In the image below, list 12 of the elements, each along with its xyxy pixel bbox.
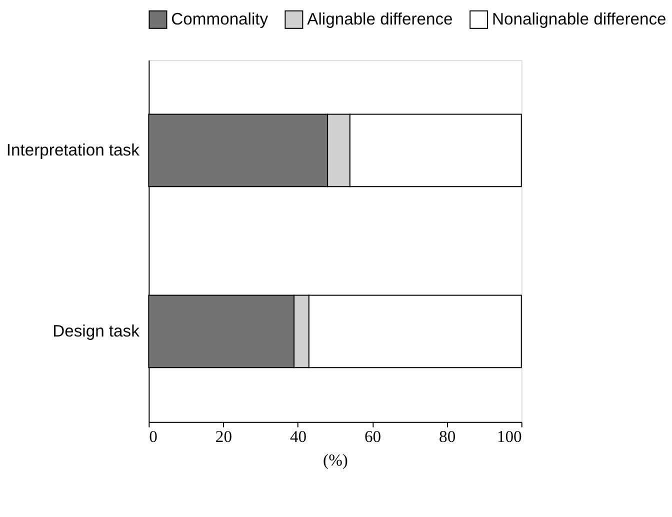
x-tick-label: 80 xyxy=(439,426,456,446)
x-tick-label: 60 xyxy=(364,426,382,446)
x-tick-label: 40 xyxy=(290,426,307,446)
x-axis-title: (%) xyxy=(323,450,348,470)
x-tick-label: 100 xyxy=(496,426,522,446)
y-tick-label: Interpretation task xyxy=(6,140,140,160)
legend-label: Commonality xyxy=(171,10,269,29)
legend-label: Alignable difference xyxy=(307,10,453,29)
x-tick-label: 20 xyxy=(215,426,232,446)
y-tick-label: Design task xyxy=(52,321,140,340)
x-tick-label: 0 xyxy=(149,426,158,446)
legend-label: Nonalignable difference xyxy=(492,10,666,29)
